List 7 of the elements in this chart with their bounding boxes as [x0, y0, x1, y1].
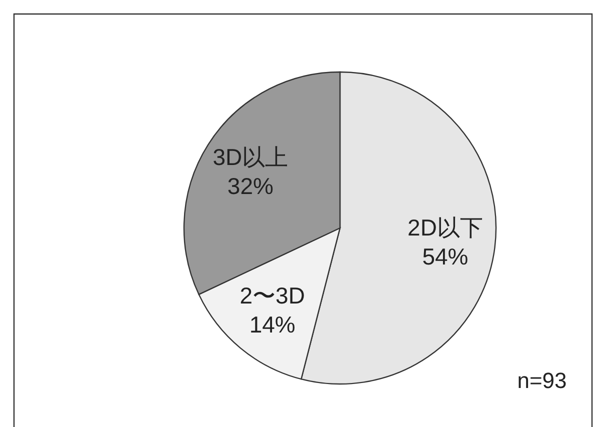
slice-label: 2〜3D — [240, 282, 305, 309]
text: n=93 — [517, 368, 567, 393]
slice-label: 3D以上 — [212, 144, 288, 170]
data-label: 14% — [249, 312, 296, 338]
slice-label: 2D以下 — [408, 214, 483, 240]
data-label: 54% — [422, 243, 468, 270]
data-label: 32% — [227, 173, 274, 200]
